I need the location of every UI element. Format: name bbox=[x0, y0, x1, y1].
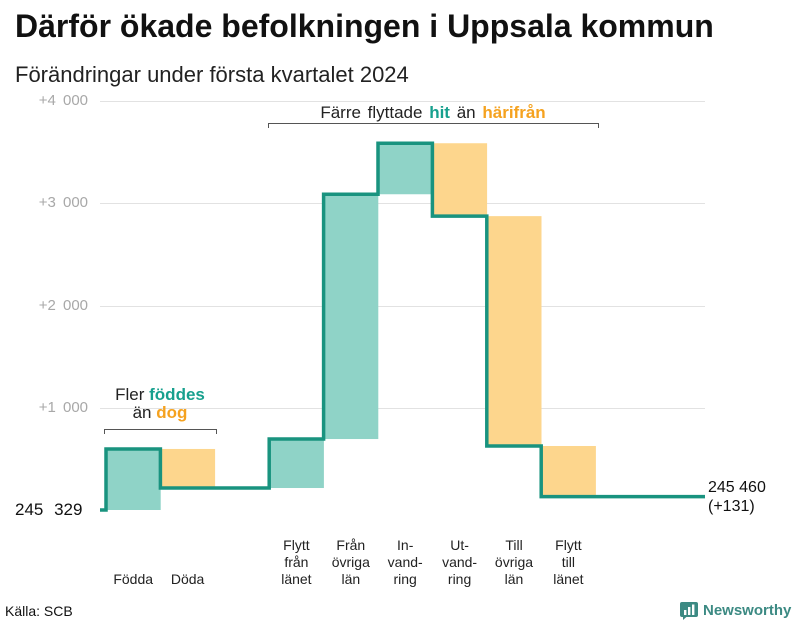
category-label: Flytt till länet bbox=[553, 537, 584, 587]
waterfall-bar-3 bbox=[269, 439, 324, 489]
waterfall-bar-6 bbox=[432, 143, 488, 217]
migration-annotation-text: än bbox=[456, 103, 476, 122]
category-label: Ut- vand- ring bbox=[442, 537, 478, 587]
waterfall-bar-1 bbox=[106, 448, 161, 510]
category-label: Döda bbox=[170, 571, 205, 587]
migration-bracket bbox=[268, 123, 599, 128]
births-annotation-text: Fler bbox=[115, 385, 145, 404]
waterfall-bar-4 bbox=[323, 194, 379, 440]
y-tick-label: +1 000 bbox=[38, 399, 88, 416]
page-title: Därför ökade befolkningen i Uppsala komm… bbox=[15, 8, 714, 44]
category-label: Till övriga län bbox=[494, 537, 534, 587]
newsworthy-logo: Newsworthy bbox=[680, 601, 791, 621]
births-annotation-line-2: än dog bbox=[100, 404, 220, 422]
waterfall-bar-7 bbox=[486, 216, 542, 446]
births-annotation-highlight: föddes bbox=[149, 385, 205, 404]
category-label: Från övriga län bbox=[331, 537, 370, 587]
waterfall-bar-8 bbox=[541, 445, 596, 497]
newsworthy-logo-text: Newsworthy bbox=[703, 602, 792, 619]
waterfall-bar-2 bbox=[160, 448, 216, 489]
births-annotation-text: än bbox=[132, 403, 152, 422]
gridlines bbox=[100, 101, 705, 409]
source-note: Källa: SCB bbox=[5, 603, 73, 619]
births-annotation: Fler föddes än dog bbox=[100, 386, 220, 422]
migration-annotation: Färre flyttade hit än härifrån bbox=[268, 103, 598, 123]
bars bbox=[106, 143, 596, 510]
category-label: Födda bbox=[113, 571, 154, 587]
category-label: Flytt från länet bbox=[281, 537, 312, 587]
end-change-label: (+131) bbox=[708, 498, 755, 515]
migration-annotation-text: Färre flyttade bbox=[320, 103, 423, 122]
y-tick-label: +2 000 bbox=[38, 297, 88, 314]
births-bracket bbox=[104, 429, 217, 434]
newsworthy-bar-chart-icon bbox=[680, 602, 698, 620]
end-value-label: 245 460 bbox=[708, 479, 766, 496]
waterfall-bar-5 bbox=[378, 143, 433, 195]
running-total-line bbox=[100, 141, 705, 512]
deaths-annotation-highlight: dog bbox=[156, 403, 188, 422]
y-tick-label: +3 000 bbox=[38, 194, 88, 211]
migration-in-highlight: hit bbox=[429, 103, 450, 122]
page-subtitle: Förändringar under första kvartalet 2024 bbox=[15, 62, 409, 87]
migration-out-highlight: härifrån bbox=[482, 103, 546, 122]
start-value-label: 245 329 bbox=[15, 500, 83, 519]
births-annotation-line-1: Fler föddes bbox=[100, 386, 220, 404]
y-tick-label: +4 000 bbox=[38, 92, 88, 109]
category-label: In- vand- ring bbox=[387, 537, 423, 587]
